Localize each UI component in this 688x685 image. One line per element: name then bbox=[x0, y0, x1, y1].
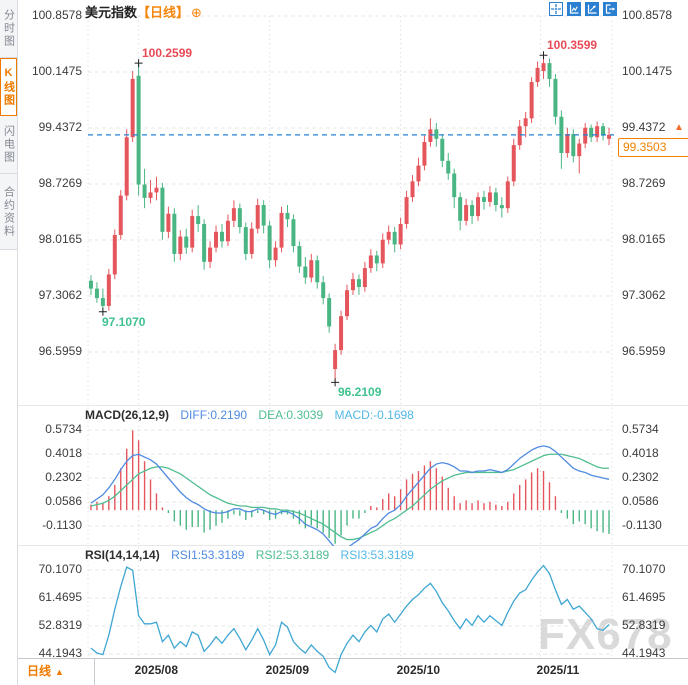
price-up-arrow-icon: ▲ bbox=[674, 122, 684, 133]
macd-title: MACD(26,12,9) bbox=[85, 408, 170, 422]
high-annotation-2: 100.3599 bbox=[547, 38, 598, 52]
rsi2-value: RSI2:53.3189 bbox=[255, 548, 330, 562]
add-indicator-icon[interactable]: ⊕ bbox=[191, 5, 202, 20]
sidebar-tab-kline[interactable]: K线图 bbox=[0, 58, 17, 116]
current-price-tag: 99.3503 bbox=[618, 138, 688, 157]
macd-macd-value: MACD:-0.1698 bbox=[334, 408, 414, 422]
chart-toolbar bbox=[549, 2, 617, 16]
rsi-header: RSI(14,14,14) RSI1:53.3189 RSI2:53.3189 … bbox=[85, 548, 414, 562]
interval-label: 【日线】 bbox=[137, 5, 190, 20]
period-selector[interactable]: 日线 ▲ bbox=[18, 659, 95, 685]
low-annotation-1: 97.1070 bbox=[102, 315, 146, 329]
candlestick-chart-canvas[interactable] bbox=[18, 0, 688, 685]
low-annotation-2: 96.2109 bbox=[338, 385, 382, 399]
rsi-title: RSI(14,14,14) bbox=[85, 548, 160, 562]
chart-type-sidebar: 分时图 K线图 闪电图 合约资料 bbox=[0, 0, 18, 685]
period-dropdown-arrow-icon: ▲ bbox=[55, 667, 64, 677]
sidebar-tab-time-share[interactable]: 分时图 bbox=[0, 0, 17, 58]
macd-header: MACD(26,12,9) DIFF:0.2190 DEA:0.3039 MAC… bbox=[85, 408, 414, 422]
macd-diff-value: DIFF:0.2190 bbox=[180, 408, 248, 422]
trend-line-icon[interactable] bbox=[585, 2, 599, 16]
rsi1-value: RSI1:53.3189 bbox=[171, 548, 245, 562]
rsi3-value: RSI3:53.3189 bbox=[340, 548, 414, 562]
watermark: FX678 bbox=[538, 610, 673, 659]
chart-title: 美元指数【日线】 ⊕ bbox=[85, 2, 202, 21]
high-annotation-1: 100.2599 bbox=[142, 46, 193, 60]
chart-scale-icon[interactable] bbox=[567, 2, 581, 16]
pop-out-icon[interactable] bbox=[603, 2, 617, 16]
period-label: 日线 bbox=[27, 664, 52, 678]
sidebar-tab-lightning[interactable]: 闪电图 bbox=[0, 116, 17, 174]
macd-dea-value: DEA:0.3039 bbox=[258, 408, 324, 422]
symbol-name: 美元指数 bbox=[85, 5, 138, 20]
chart-area[interactable]: FX678 100.8578 100.8578 100.1475 100.1475 99… bbox=[18, 0, 688, 685]
crosshair-icon[interactable] bbox=[549, 2, 563, 16]
sidebar-tab-contract-info[interactable]: 合约资料 bbox=[0, 174, 17, 250]
